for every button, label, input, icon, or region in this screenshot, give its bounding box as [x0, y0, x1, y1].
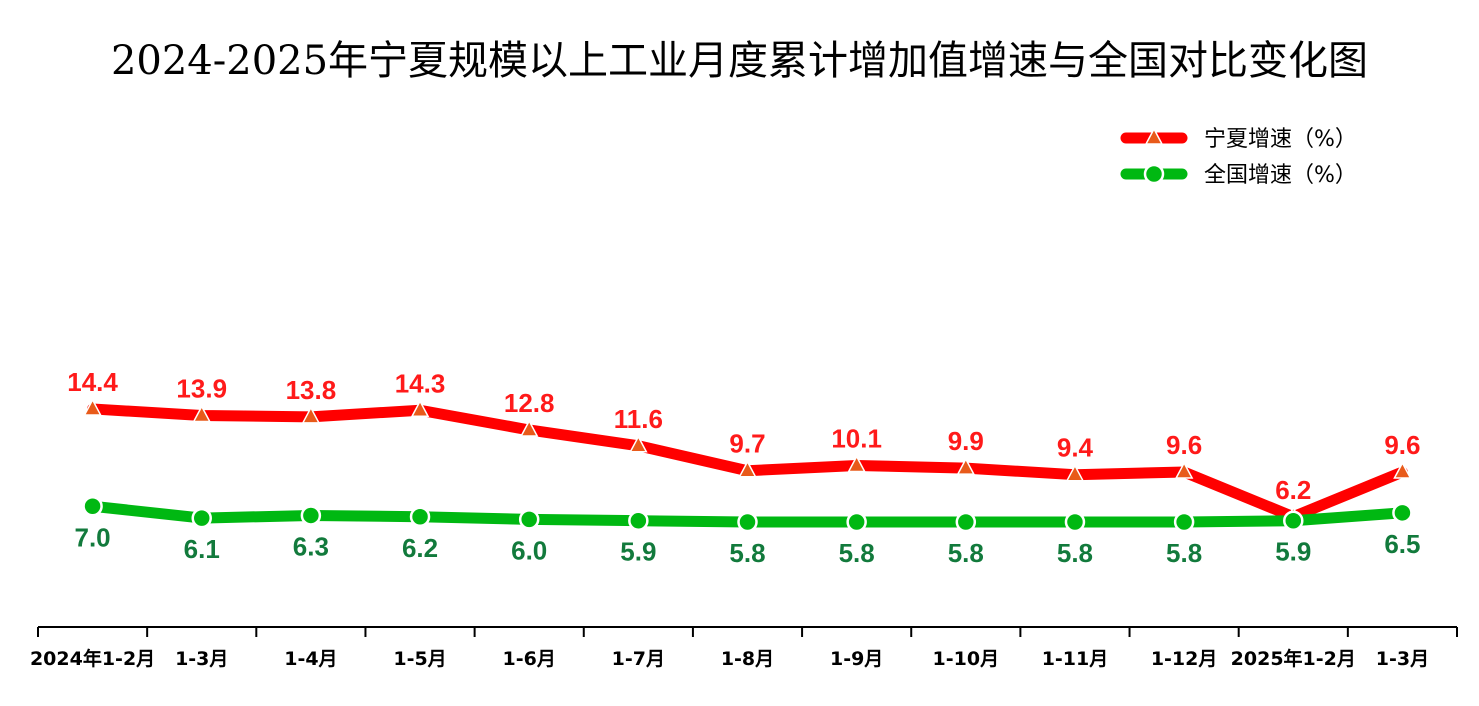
x-tick-label: 1-5月	[393, 648, 446, 670]
legend: 宁夏增速（%） 全国增速（%）	[1120, 127, 1357, 188]
data-point-circle	[955, 511, 977, 533]
data-label: 5.8	[948, 538, 984, 568]
data-point-triangle	[1174, 461, 1194, 479]
data-point-circle	[1064, 511, 1086, 533]
data-point-circle	[1173, 511, 1195, 533]
x-tick-label: 1-7月	[612, 648, 665, 670]
data-point-triangle	[956, 457, 976, 475]
data-point-circle	[82, 496, 103, 517]
data-point-triangle	[1065, 464, 1085, 482]
data-label: 5.8	[839, 538, 875, 568]
data-label: 6.2	[402, 533, 438, 563]
x-tick-label: 1-12月	[1151, 648, 1218, 670]
x-tick-label: 1-3月	[175, 648, 228, 670]
data-label: 6.2	[1275, 475, 1311, 505]
data-point-circle	[1143, 163, 1165, 185]
x-tick-label: 1-8月	[721, 648, 774, 670]
x-tick-label: 1-11月	[1042, 648, 1109, 670]
data-point-circle	[1392, 502, 1413, 524]
data-label: 12.8	[504, 388, 555, 418]
data-label: 9.4	[1057, 433, 1094, 463]
data-point-circle	[737, 511, 758, 533]
x-tick-label: 2024年1-2月	[30, 647, 155, 670]
x-axis: 2024年1-2月 1-3月 1-4月 1-5月 1-6月 1-7月 1-8月 1-9月 1-1…	[30, 626, 1458, 670]
data-point-circle	[191, 507, 212, 529]
data-label: 7.0	[74, 522, 110, 552]
data-point-circle	[1283, 510, 1304, 531]
data-point-triangle	[847, 454, 866, 473]
x-tick-label: 1-4月	[284, 648, 337, 670]
data-label: 9.6	[1166, 430, 1202, 460]
data-point-triangle	[629, 435, 648, 453]
data-label: 10.1	[831, 423, 882, 453]
data-label: 14.4	[67, 367, 118, 397]
data-label: 5.9	[1275, 537, 1311, 567]
data-label: 5.9	[620, 537, 656, 567]
data-point-triangle	[410, 399, 430, 418]
legend-label: 全国增速（%）	[1204, 163, 1357, 188]
data-point-circle	[300, 505, 322, 526]
data-label: 14.3	[395, 368, 446, 398]
data-label: 9.7	[729, 429, 765, 459]
data-label: 6.0	[511, 535, 547, 565]
data-point-triangle	[192, 404, 211, 423]
data-label: 5.8	[1057, 538, 1093, 568]
data-point-circle	[518, 509, 540, 530]
legend-label: 宁夏增速（%）	[1204, 127, 1357, 152]
data-label: 5.8	[729, 538, 765, 568]
data-label: 6.1	[184, 534, 220, 564]
data-point-circle	[628, 510, 649, 531]
data-point-triangle	[519, 419, 539, 437]
data-label: 5.8	[1166, 538, 1202, 568]
x-tick-label: 1-6月	[503, 648, 556, 670]
data-point-triangle	[1393, 461, 1412, 479]
data-label: 13.8	[286, 375, 337, 405]
series-markers	[82, 398, 1413, 533]
data-labels: 14.4 13.9 13.8 14.3 12.8 11.6 9.7 10.1 9.9 9.4 9.6…	[67, 367, 1420, 568]
data-label: 6.5	[1384, 529, 1420, 559]
data-point-triangle	[738, 460, 757, 478]
x-tick-label: 2025年1-2月	[1231, 647, 1356, 670]
data-point-triangle	[301, 406, 321, 424]
x-tick-label: 1-10月	[933, 648, 1000, 670]
data-label: 9.6	[1384, 430, 1420, 460]
data-label: 6.3	[293, 531, 329, 561]
data-point-circle	[409, 506, 431, 528]
x-tick-label: 1-9月	[830, 648, 883, 670]
data-label: 11.6	[614, 404, 663, 434]
data-point-triangle	[83, 398, 102, 416]
data-label: 9.9	[948, 426, 984, 456]
x-tick-label: 1-3月	[1376, 648, 1429, 670]
chart-title: 2024-2025年宁夏规模以上工业月度累计增加值增速与全国对比变化图	[110, 38, 1369, 84]
data-point-circle	[846, 511, 867, 533]
data-point-triangle	[1144, 127, 1164, 145]
data-label: 13.9	[176, 374, 227, 404]
